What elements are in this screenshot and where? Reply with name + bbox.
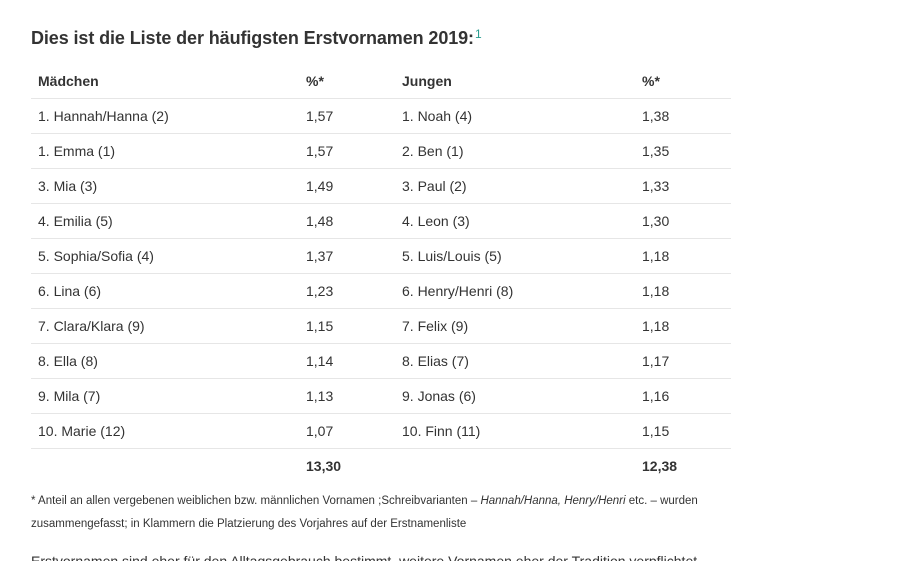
boy-name: 9. Jonas (6) <box>402 388 476 404</box>
table-row: 1. Emma (1) 1,57 2. Ben (1) 1,35 <box>31 134 731 169</box>
footnote-text-2: etc. – wurden zusammengefasst; in Klamme… <box>31 495 698 530</box>
table-row: 8. Ella (8) 1,14 8. Elias (7) 1,17 <box>31 344 731 379</box>
table-row: 7. Clara/Klara (9) 1,15 7. Felix (9) 1,18 <box>31 309 731 344</box>
total-girls-percent: 13,30 <box>306 458 342 474</box>
girl-name: 3. Mia (3) <box>38 178 98 194</box>
girl-name: 1. Emma (1) <box>38 143 116 159</box>
boy-percent: 1,30 <box>642 213 670 229</box>
boy-percent: 1,17 <box>642 353 670 369</box>
girl-name: 5. Sophia/Sofia (4) <box>38 248 154 264</box>
table-row: 1. Hannah/Hanna (2) 1,57 1. Noah (4) 1,38 <box>31 99 731 134</box>
girl-percent: 1,07 <box>306 423 334 439</box>
boy-name: 10. Finn (11) <box>402 423 481 439</box>
girl-name: 7. Clara/Klara (9) <box>38 318 145 334</box>
boy-name: 7. Felix (9) <box>402 318 469 334</box>
girl-name: 1. Hannah/Hanna (2) <box>38 108 169 124</box>
girl-name: 6. Lina (6) <box>38 283 102 299</box>
table-row: 6. Lina (6) 1,23 6. Henry/Henri (8) 1,18 <box>31 274 731 309</box>
names-table: Mädchen %* Jungen %* 1. Hannah/Hanna (2)… <box>31 64 731 483</box>
table-row: 3. Mia (3) 1,49 3. Paul (2) 1,33 <box>31 169 731 204</box>
girl-percent: 1,15 <box>306 318 334 334</box>
table-row: 4. Emilia (5) 1,48 4. Leon (3) 1,30 <box>31 204 731 239</box>
header-boys: Jungen <box>402 73 452 89</box>
girl-percent: 1,14 <box>306 353 334 369</box>
total-boys-label <box>395 449 635 484</box>
boy-percent: 1,38 <box>642 108 670 124</box>
header-boys-percent: %* <box>642 73 660 89</box>
girl-percent: 1,23 <box>306 283 334 299</box>
boy-name: 5. Luis/Louis (5) <box>402 248 502 264</box>
girl-percent: 1,57 <box>306 108 334 124</box>
boy-percent: 1,33 <box>642 178 670 194</box>
heading-text: Dies ist die Liste der häufigsten Erstvo… <box>31 28 474 48</box>
girl-name: 10. Marie (12) <box>38 423 126 439</box>
table-row: 9. Mila (7) 1,13 9. Jonas (6) 1,16 <box>31 379 731 414</box>
boy-percent: 1,18 <box>642 283 670 299</box>
boy-percent: 1,16 <box>642 388 670 404</box>
boy-percent: 1,18 <box>642 248 670 264</box>
girl-name: 4. Emilia (5) <box>38 213 113 229</box>
girl-percent: 1,48 <box>306 213 334 229</box>
boy-name: 3. Paul (2) <box>402 178 467 194</box>
boy-percent: 1,15 <box>642 423 670 439</box>
total-girls-label <box>31 449 299 484</box>
boy-name: 1. Noah (4) <box>402 108 473 124</box>
footnote-italic: Hannah/Hanna, Henry/Henri <box>480 495 626 507</box>
boy-name: 4. Leon (3) <box>402 213 470 229</box>
footnote-link[interactable]: 1 <box>474 27 482 41</box>
following-paragraph: Erstvornamen sind eher für den Alltagsge… <box>31 553 702 561</box>
boy-name: 2. Ben (1) <box>402 143 464 159</box>
totals-row: 13,30 12,38 <box>31 449 731 484</box>
girl-percent: 1,57 <box>306 143 334 159</box>
header-girls-percent: %* <box>306 73 324 89</box>
footnote: * Anteil an allen vergebenen weiblichen … <box>31 490 721 536</box>
table-header-row: Mädchen %* Jungen %* <box>31 64 731 99</box>
table-row: 10. Marie (12) 1,07 10. Finn (11) 1,15 <box>31 414 731 449</box>
boy-percent: 1,18 <box>642 318 670 334</box>
girl-percent: 1,37 <box>306 248 334 264</box>
table-row: 5. Sophia/Sofia (4) 1,37 5. Luis/Louis (5)… <box>31 239 731 274</box>
list-heading: Dies ist die Liste der häufigsten Erstvo… <box>31 27 482 49</box>
girl-name: 8. Ella (8) <box>38 353 98 369</box>
header-girls: Mädchen <box>38 73 99 89</box>
girl-name: 9. Mila (7) <box>38 388 101 404</box>
boy-percent: 1,35 <box>642 143 670 159</box>
footnote-text-1: * Anteil an allen vergebenen weiblichen … <box>31 495 481 507</box>
girl-percent: 1,13 <box>306 388 334 404</box>
total-boys-percent: 12,38 <box>642 458 678 474</box>
boy-name: 8. Elias (7) <box>402 353 469 369</box>
girl-percent: 1,49 <box>306 178 334 194</box>
boy-name: 6. Henry/Henri (8) <box>402 283 514 299</box>
